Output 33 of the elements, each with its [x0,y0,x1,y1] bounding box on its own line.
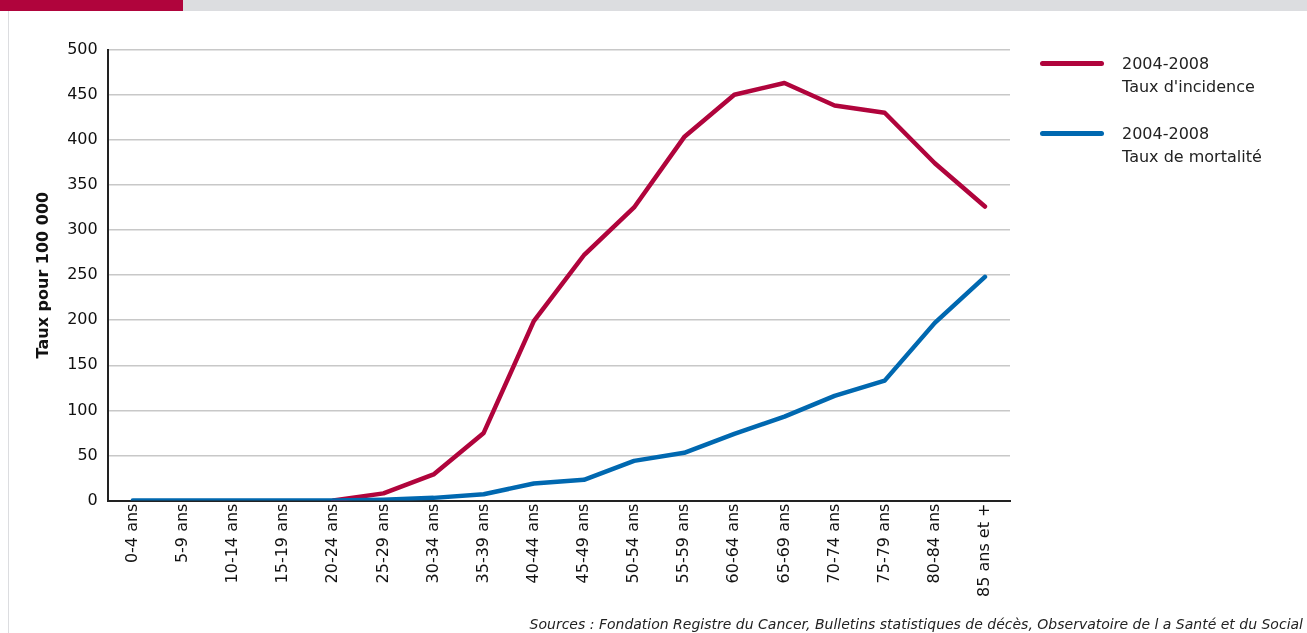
y-tick-label: 450 [67,83,98,103]
y-tick-label: 0 [87,489,98,509]
x-tick-label: 25-29 ans [372,503,392,584]
x-tick-label: 20-24 ans [322,503,342,584]
x-tick-label: 0-4 ans [121,503,141,564]
x-tick-label: 35-39 ans [472,503,492,584]
y-tick-label: 300 [67,219,98,239]
y-tick-label: 350 [67,174,98,194]
x-tick-label: 85 ans et + [974,503,994,597]
x-tick-label: 65-69 ans [773,503,793,584]
x-tick-label: 15-19 ans [272,503,292,584]
y-axis-title: Taux pour 100 000 [32,191,52,359]
y-tick-label: 100 [67,399,98,419]
y-tick-label: 250 [67,264,98,284]
y-tick-label: 50 [77,444,98,464]
x-tick-label: 30-34 ans [422,503,442,584]
x-tick-label: 80-84 ans [923,503,943,584]
x-tick-label: 55-59 ans [673,503,693,584]
y-tick-label: 500 [67,38,98,58]
x-tick-label: 40-44 ans [522,503,542,584]
y-tick-label: 150 [67,354,98,374]
x-tick-label: 70-74 ans [823,503,843,584]
x-tick-label: 75-79 ans [873,503,893,584]
x-tick-label: 5-9 ans [172,503,192,564]
x-tick-label: 10-14 ans [222,503,242,584]
legend-label: 2004-2008 Taux d'incidence [1122,53,1255,98]
x-tick-label: 45-49 ans [573,503,593,584]
x-tick-label: 50-54 ans [623,503,643,584]
x-tick-label: 60-64 ans [723,503,743,584]
y-tick-label: 400 [67,128,98,148]
legend-label: 2004-2008 Taux de mortalité [1122,123,1262,168]
source-note: Sources : Fondation Registre du Cancer, Bulletins statistiques de décès, Observatoire de l a Santé et du Social [529,616,1303,632]
y-tick-label: 200 [67,309,98,329]
